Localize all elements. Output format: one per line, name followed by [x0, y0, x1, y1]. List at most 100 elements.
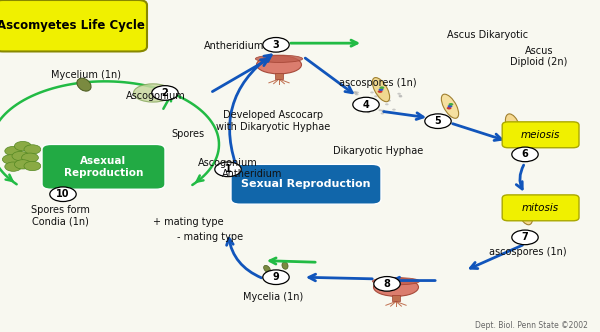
Ellipse shape: [373, 78, 389, 102]
Text: 3: 3: [272, 40, 280, 50]
Text: meiosis: meiosis: [521, 130, 560, 140]
Circle shape: [367, 102, 371, 104]
Text: Dept. Biol. Penn State ©2002: Dept. Biol. Penn State ©2002: [475, 321, 588, 330]
Ellipse shape: [373, 278, 419, 296]
Circle shape: [380, 113, 384, 115]
Circle shape: [397, 93, 401, 95]
Circle shape: [355, 92, 359, 94]
Ellipse shape: [256, 55, 302, 62]
Circle shape: [382, 110, 385, 112]
Text: Sexual Reproduction: Sexual Reproduction: [241, 179, 371, 189]
Text: - mating type: - mating type: [177, 232, 243, 242]
Circle shape: [510, 127, 515, 129]
Circle shape: [215, 162, 241, 177]
Circle shape: [523, 211, 527, 214]
Circle shape: [399, 96, 403, 98]
Circle shape: [374, 277, 400, 291]
Circle shape: [446, 107, 451, 110]
Circle shape: [22, 153, 38, 162]
Circle shape: [263, 38, 289, 52]
Ellipse shape: [133, 84, 173, 102]
Text: 8: 8: [383, 279, 391, 289]
Text: Mycelium (1n): Mycelium (1n): [51, 70, 121, 80]
Circle shape: [425, 114, 451, 128]
Circle shape: [355, 106, 358, 108]
Text: Mycelia (1n): Mycelia (1n): [243, 292, 303, 302]
Circle shape: [356, 109, 360, 111]
Circle shape: [380, 86, 385, 89]
FancyArrow shape: [392, 295, 400, 301]
Ellipse shape: [517, 200, 533, 225]
Text: 9: 9: [272, 272, 280, 282]
Circle shape: [24, 161, 41, 171]
Text: Dikaryotic Hyphae: Dikaryotic Hyphae: [333, 146, 423, 156]
Text: Ascogonium: Ascogonium: [198, 158, 258, 168]
Circle shape: [358, 102, 362, 104]
Text: 1: 1: [224, 164, 232, 174]
Circle shape: [379, 109, 382, 111]
Circle shape: [362, 102, 365, 104]
Circle shape: [448, 105, 452, 108]
Circle shape: [367, 101, 370, 103]
Ellipse shape: [282, 262, 288, 269]
Text: 6: 6: [521, 149, 529, 159]
Circle shape: [382, 110, 385, 112]
Text: 2: 2: [161, 88, 169, 98]
Circle shape: [12, 151, 29, 161]
Circle shape: [353, 97, 379, 112]
Text: Ascomyetes Life Cycle: Ascomyetes Life Cycle: [0, 19, 145, 32]
Ellipse shape: [273, 270, 279, 278]
Ellipse shape: [373, 278, 419, 285]
FancyBboxPatch shape: [231, 164, 381, 204]
Circle shape: [449, 103, 454, 106]
Circle shape: [385, 103, 389, 105]
Ellipse shape: [263, 265, 271, 273]
Ellipse shape: [77, 78, 91, 91]
Text: Ascogonium: Ascogonium: [126, 91, 186, 101]
Circle shape: [14, 141, 31, 151]
Circle shape: [522, 213, 527, 216]
Circle shape: [367, 111, 370, 113]
Ellipse shape: [442, 94, 458, 118]
Circle shape: [5, 162, 22, 171]
Text: ascospores (1n): ascospores (1n): [489, 247, 567, 257]
Text: 10: 10: [56, 189, 70, 199]
Text: + mating type: + mating type: [153, 217, 224, 227]
Text: Ascus
Diploid (2n): Ascus Diploid (2n): [510, 45, 568, 67]
Circle shape: [398, 95, 402, 97]
Circle shape: [5, 146, 22, 156]
FancyBboxPatch shape: [502, 122, 579, 148]
Text: Developed Ascocarp
with Dikaryotic Hyphae: Developed Ascocarp with Dikaryotic Hypha…: [216, 110, 330, 132]
Text: Asexual
Reproduction: Asexual Reproduction: [64, 156, 143, 178]
Text: Ascus Dikaryotic: Ascus Dikaryotic: [447, 30, 528, 40]
FancyBboxPatch shape: [0, 0, 147, 51]
Circle shape: [512, 147, 538, 162]
Circle shape: [14, 160, 31, 169]
FancyBboxPatch shape: [502, 195, 579, 221]
Circle shape: [381, 97, 385, 99]
Circle shape: [2, 155, 19, 164]
Circle shape: [365, 98, 368, 100]
Circle shape: [392, 109, 396, 111]
Text: 7: 7: [521, 232, 529, 242]
Circle shape: [511, 125, 515, 127]
Text: 4: 4: [362, 100, 370, 110]
Circle shape: [377, 90, 382, 93]
Circle shape: [355, 93, 359, 95]
Text: Antheridium: Antheridium: [222, 169, 283, 179]
Text: Antheridium: Antheridium: [204, 42, 265, 51]
Circle shape: [523, 209, 528, 212]
Ellipse shape: [505, 114, 521, 138]
FancyBboxPatch shape: [42, 144, 165, 189]
Circle shape: [512, 230, 538, 245]
Circle shape: [354, 92, 358, 94]
Circle shape: [379, 88, 383, 91]
Text: mitosis: mitosis: [522, 203, 559, 213]
Circle shape: [373, 107, 377, 109]
Circle shape: [361, 109, 365, 111]
Text: ascospores (1n): ascospores (1n): [339, 78, 417, 88]
Text: Spores form
Condia (1n): Spores form Condia (1n): [31, 205, 89, 227]
Circle shape: [381, 92, 385, 94]
Circle shape: [24, 145, 41, 154]
Circle shape: [353, 91, 357, 93]
